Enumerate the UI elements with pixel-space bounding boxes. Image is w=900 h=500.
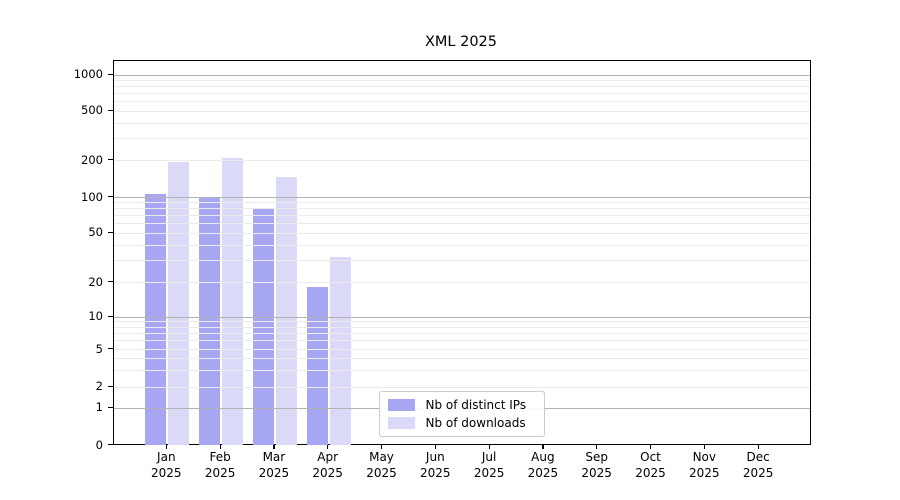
- x-tick-label-mar: Mar 2025: [258, 450, 290, 480]
- y-tick-label: 500: [81, 103, 103, 118]
- gridline-minor: [113, 340, 810, 342]
- x-tick: [542, 444, 544, 449]
- bar-nb-of-distinct-ips-feb-2025: [199, 197, 221, 445]
- legend-label-nb-of-downloads: Nb of downloads: [425, 415, 526, 430]
- y-tick-label: 2: [95, 379, 103, 393]
- gridline-minor: [113, 215, 810, 217]
- y-tick: [108, 406, 113, 408]
- gridline-minor: [113, 122, 810, 124]
- x-tick: [703, 444, 705, 449]
- x-tick-label-oct: Oct 2025: [635, 450, 666, 480]
- gridline-minor: [113, 110, 810, 112]
- gridline-minor: [113, 349, 810, 350]
- bar-nb-of-downloads-apr-2025: [329, 256, 351, 445]
- legend-label-nb-of-distinct-ips: Nb of distinct IPs: [425, 397, 527, 412]
- gridline-minor: [113, 138, 810, 140]
- chart-title: XML 2025: [424, 34, 498, 50]
- gridline-minor: [113, 369, 810, 371]
- x-tick: [273, 444, 275, 449]
- y-tick: [108, 231, 113, 233]
- legend: Nb of distinct IPs Nb of downloads: [378, 391, 545, 437]
- gridline-major: [113, 316, 810, 318]
- gridline-minor: [113, 244, 810, 246]
- x-tick: [381, 444, 383, 449]
- x-tick: [757, 444, 759, 449]
- y-tick-label: 1: [95, 400, 103, 414]
- bar-nb-of-distinct-ips-apr-2025: [306, 287, 328, 445]
- gridline-minor: [113, 93, 810, 95]
- x-tick-label-sep: Sep 2025: [581, 450, 612, 480]
- y-tick: [108, 385, 113, 387]
- gridline-minor: [113, 358, 810, 360]
- legend-swatch-nb-of-downloads: [387, 417, 415, 429]
- x-tick-label-jan: Jan 2025: [151, 450, 182, 480]
- y-tick: [108, 348, 113, 350]
- gridline-minor: [113, 282, 810, 284]
- gridline-minor: [113, 101, 810, 103]
- y-tick: [108, 73, 113, 75]
- y-tick-label: 0: [95, 437, 103, 452]
- bar-nb-of-downloads-jan-2025: [168, 162, 190, 445]
- x-tick: [650, 444, 652, 449]
- bar-nb-of-downloads-mar-2025: [275, 176, 297, 445]
- gridline-minor: [113, 80, 810, 82]
- x-tick-label-feb: Feb 2025: [204, 450, 236, 480]
- bar-nb-of-downloads-feb-2025: [222, 158, 244, 445]
- legend-item-nb-of-distinct-ips: Nb of distinct IPs: [387, 397, 544, 412]
- y-tick: [108, 109, 113, 112]
- bar-nb-of-distinct-ips-jan-2025: [145, 193, 167, 445]
- x-tick-label-apr: Apr 2025: [312, 450, 343, 480]
- x-tick: [434, 444, 436, 449]
- gridline-major: [113, 74, 810, 76]
- y-tick-label: 100: [81, 189, 103, 204]
- legend-swatch-nb-of-distinct-ips: [387, 399, 415, 411]
- x-tick: [219, 444, 221, 449]
- y-tick: [108, 196, 113, 198]
- gridline-minor: [113, 223, 810, 225]
- y-tick: [108, 444, 113, 446]
- y-tick-label: 10: [88, 309, 103, 323]
- plot-area: [112, 60, 811, 445]
- y-tick: [108, 159, 113, 161]
- x-tick: [165, 444, 167, 449]
- gridline-minor: [113, 232, 810, 234]
- gridline-minor: [113, 260, 810, 262]
- legend-item-nb-of-downloads: Nb of downloads: [387, 415, 544, 430]
- gridline-minor: [113, 321, 810, 323]
- gridline-minor: [113, 326, 810, 328]
- gridline-minor: [113, 202, 810, 204]
- x-tick-label-may: May 2025: [366, 450, 397, 480]
- y-tick-label: 20: [88, 274, 103, 289]
- bar-nb-of-distinct-ips-mar-2025: [252, 208, 274, 445]
- x-tick: [327, 444, 329, 449]
- y-tick-label: 200: [81, 152, 103, 167]
- x-tick: [488, 444, 490, 449]
- gridline-minor: [113, 333, 810, 335]
- gridline-minor: [113, 86, 810, 88]
- x-tick: [596, 444, 598, 449]
- y-tick-label: 5: [95, 341, 103, 356]
- y-tick-label: 50: [88, 225, 103, 239]
- x-tick-label-jun: Jun 2025: [420, 450, 451, 480]
- gridline-major: [113, 197, 810, 198]
- x-tick-label-nov: Nov 2025: [689, 450, 720, 480]
- y-tick: [108, 315, 113, 317]
- gridline-minor: [113, 160, 810, 162]
- gridline-minor: [113, 208, 810, 210]
- x-tick-label-dec: Dec 2025: [742, 450, 774, 480]
- x-tick-label-jul: Jul 2025: [473, 450, 505, 480]
- x-tick-label-aug: Aug 2025: [527, 450, 559, 480]
- y-tick: [108, 281, 113, 283]
- y-tick-label: 1000: [73, 67, 103, 81]
- gridline-minor: [113, 386, 810, 388]
